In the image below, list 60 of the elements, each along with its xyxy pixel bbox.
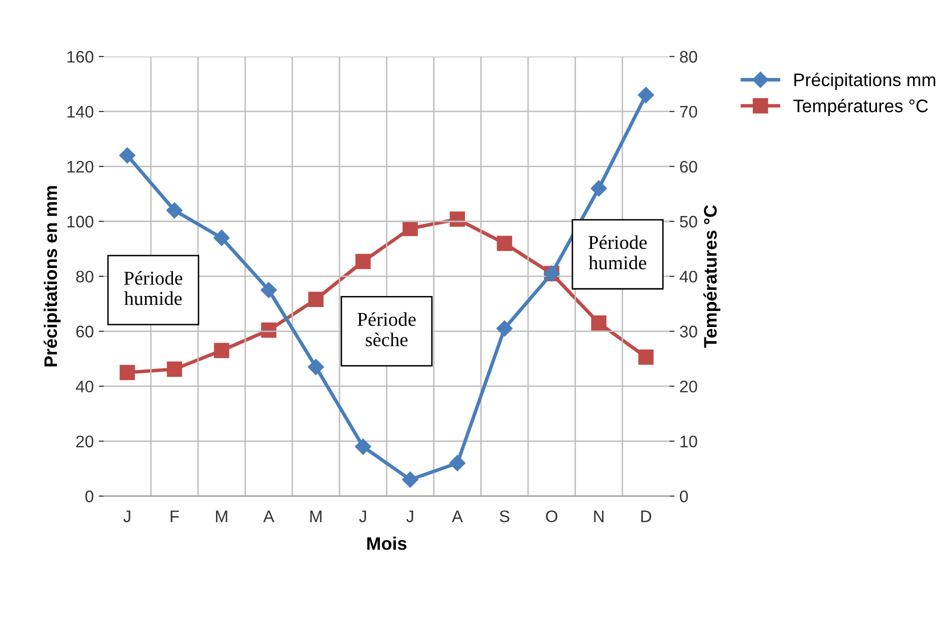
- y2-tick-label: 40: [680, 270, 698, 283]
- y-tick-label: 100: [67, 216, 94, 228]
- point: [354, 438, 372, 455]
- y-tick-label: 0: [85, 490, 94, 502]
- x-axis-title: Mois: [367, 536, 406, 550]
- x-tick-label: J: [123, 510, 130, 522]
- y-tick-label: 60: [76, 326, 94, 338]
- x-tick-label: J: [359, 510, 366, 522]
- point: [402, 220, 418, 236]
- y2-tick-label: 0: [680, 490, 688, 502]
- point: [591, 315, 606, 331]
- point: [119, 147, 136, 164]
- point: [260, 282, 277, 298]
- point: [638, 86, 654, 104]
- point: [450, 212, 465, 227]
- y-axis-title: Précipitations en mm: [44, 186, 61, 366]
- x-tick-label: J: [406, 510, 414, 522]
- x-tick-label: A: [263, 510, 274, 522]
- legend-label: Températures °C: [793, 98, 928, 116]
- x-tick-label: D: [641, 510, 652, 522]
- y-tick-label: 80: [76, 270, 94, 283]
- y2-tick-label: 20: [680, 380, 698, 392]
- x-tick-label: M: [216, 510, 228, 522]
- y-tick-label: 40: [76, 380, 94, 392]
- point: [402, 472, 418, 488]
- annotation: Période humide: [588, 235, 647, 270]
- point: [638, 349, 654, 365]
- point: [308, 358, 324, 376]
- point: [214, 230, 230, 246]
- point: [496, 320, 513, 337]
- y2-tick-label: 50: [680, 216, 698, 228]
- x-tick-label: O: [546, 510, 558, 522]
- point: [166, 202, 183, 218]
- point: [496, 236, 512, 251]
- x-tick-label: F: [170, 510, 179, 522]
- annotation: Période humide: [124, 271, 182, 306]
- x-tick-label: A: [452, 510, 463, 522]
- y2-tick-label: 10: [680, 436, 698, 448]
- point: [166, 362, 182, 377]
- point: [261, 322, 276, 338]
- point: [590, 180, 607, 196]
- y2-tick-label: 30: [680, 326, 698, 338]
- point: [308, 292, 324, 308]
- point: [214, 342, 230, 358]
- y-tick-label: 120: [67, 160, 94, 173]
- y-tick-label: 20: [76, 436, 94, 448]
- point: [449, 455, 466, 472]
- y-tick-label: 160: [67, 50, 94, 63]
- y2-tick-label: 80: [680, 50, 698, 63]
- y2-axis-title: Températures °C: [703, 205, 720, 348]
- annotation: Période sèche: [357, 312, 416, 346]
- y-tick-label: 140: [67, 106, 94, 118]
- legend-label: Précipitations mm: [794, 72, 936, 90]
- point: [120, 364, 135, 380]
- y2-tick-label: 60: [680, 160, 698, 173]
- point: [355, 254, 371, 270]
- x-tick-label: S: [500, 510, 510, 522]
- x-tick-label: M: [310, 510, 322, 522]
- x-tick-label: N: [594, 510, 604, 522]
- y2-tick-label: 70: [680, 106, 698, 118]
